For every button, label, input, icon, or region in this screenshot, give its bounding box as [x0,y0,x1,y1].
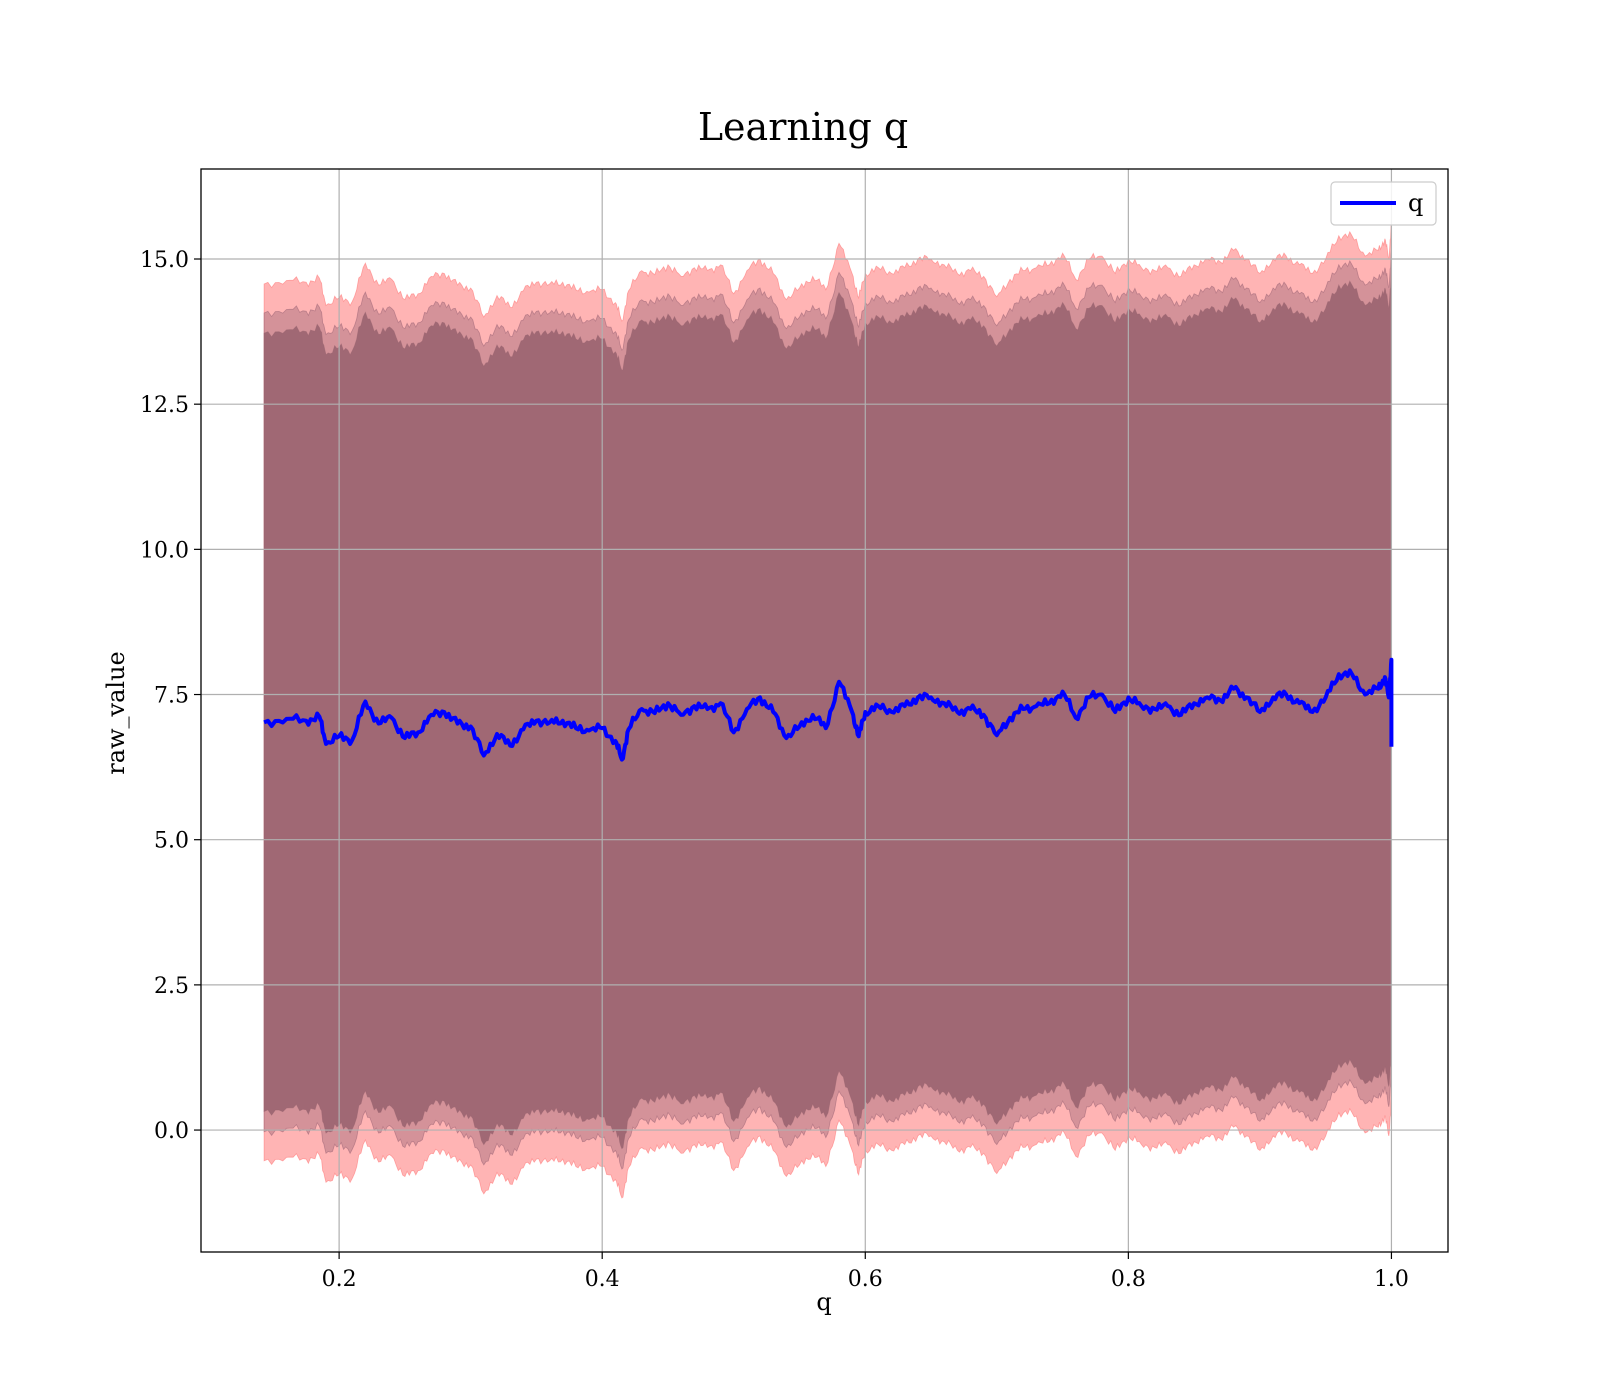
series-line-q [263,657,1394,762]
x-axis-ticks: 0.2 0.4 0.6 0.8 1.0 [322,1252,1409,1292]
legend: q [1330,181,1437,226]
x-axis-label: q [816,1288,831,1316]
y-tick-label: 7.5 [154,684,189,709]
x-tick-label: 0.4 [585,1267,620,1292]
x-tick-label: 0.2 [322,1267,357,1292]
plot-frame [200,168,1449,1253]
y-tick-label: 5.0 [154,829,189,854]
confidence-bands [263,221,1392,1199]
y-tick-label: 15.0 [140,248,189,273]
y-tick-label: 12.5 [140,393,189,418]
band-2 [263,270,1392,1150]
chart-title: Learning q [698,105,908,149]
legend-label-q: q [1408,189,1423,217]
y-tick-label: 0.0 [154,1119,189,1144]
y-axis-label: raw_value [102,651,130,775]
x-tick-label: 1.0 [1374,1267,1409,1292]
x-tick-label: 0.8 [1111,1267,1146,1292]
series-lines [263,657,1394,762]
x-tick-label: 0.6 [848,1267,883,1292]
y-tick-label: 10.0 [140,538,189,563]
y-tick-label: 2.5 [154,974,189,999]
y-axis-ticks: 0.0 2.5 5.0 7.5 10.0 12.5 15.0 [140,248,201,1144]
